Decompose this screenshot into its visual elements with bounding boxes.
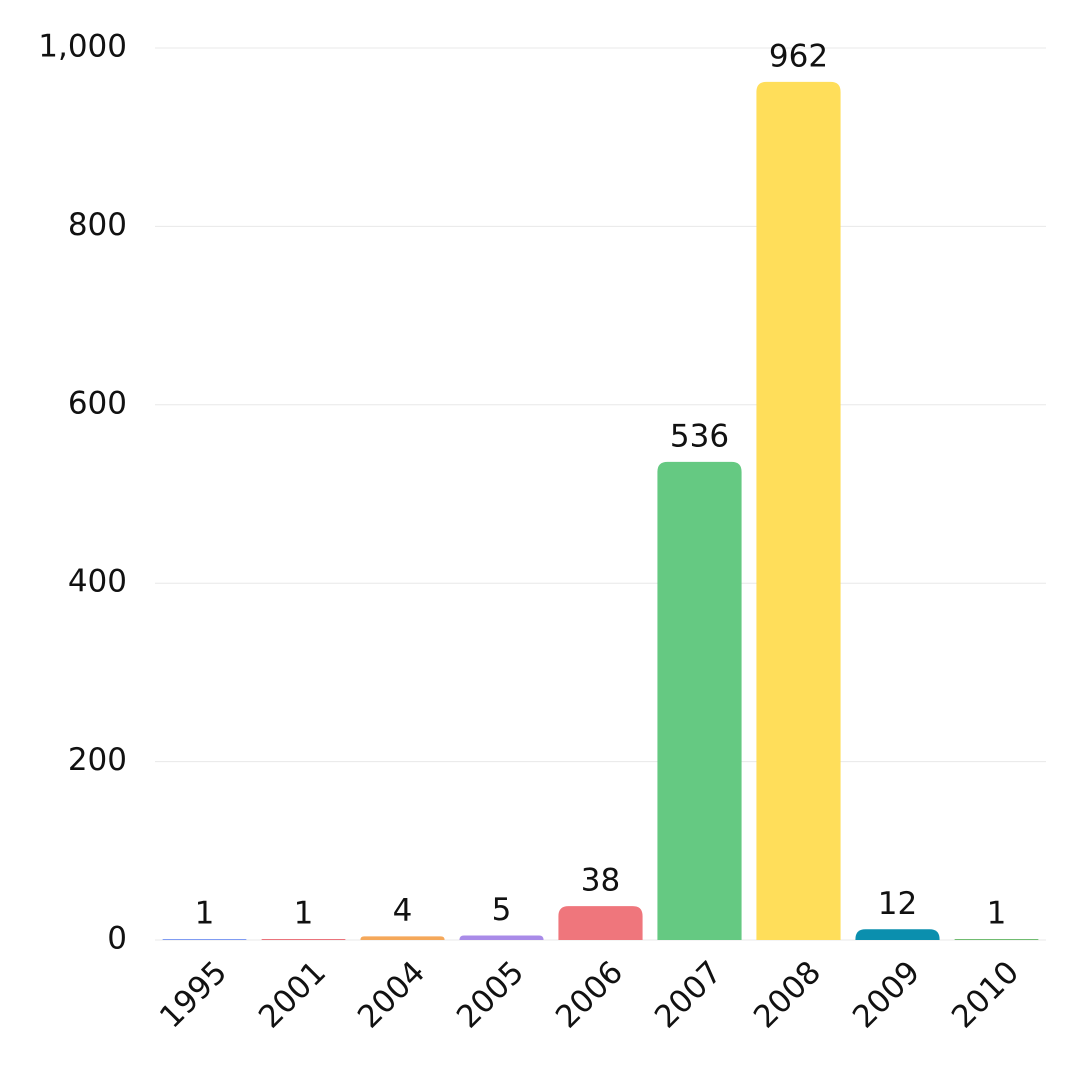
bar bbox=[360, 936, 445, 940]
data-label: 536 bbox=[670, 418, 729, 454]
data-label: 962 bbox=[769, 38, 828, 74]
x-tick-label: 2008 bbox=[747, 954, 828, 1035]
bar bbox=[459, 935, 544, 940]
bar bbox=[162, 939, 247, 940]
bar bbox=[954, 939, 1039, 940]
y-tick-label: 600 bbox=[68, 385, 127, 421]
x-tick-label: 2005 bbox=[450, 954, 531, 1035]
data-label: 1 bbox=[195, 896, 215, 932]
y-tick-label: 1,000 bbox=[38, 29, 127, 65]
data-label: 5 bbox=[492, 892, 512, 928]
bar bbox=[261, 939, 346, 940]
data-label: 38 bbox=[581, 863, 620, 899]
bar bbox=[558, 906, 643, 940]
data-label: 12 bbox=[878, 886, 917, 922]
x-tick-label: 1995 bbox=[153, 954, 234, 1035]
data-label: 4 bbox=[393, 893, 413, 929]
bar bbox=[855, 929, 940, 940]
bar bbox=[756, 81, 841, 941]
bar bbox=[657, 461, 742, 940]
x-tick-label: 2006 bbox=[549, 954, 630, 1035]
data-label: 1 bbox=[294, 896, 314, 932]
y-tick-label: 400 bbox=[68, 564, 127, 600]
x-tick-label: 2007 bbox=[648, 954, 729, 1035]
x-tick-label: 2004 bbox=[351, 954, 432, 1035]
y-tick-label: 0 bbox=[107, 921, 127, 957]
x-tick-label: 2009 bbox=[846, 954, 927, 1035]
x-tick-label: 2001 bbox=[252, 954, 333, 1035]
y-tick-label: 200 bbox=[68, 742, 127, 778]
x-tick-label: 2010 bbox=[945, 954, 1026, 1035]
data-label: 1 bbox=[987, 896, 1007, 932]
y-tick-label: 800 bbox=[68, 207, 127, 243]
